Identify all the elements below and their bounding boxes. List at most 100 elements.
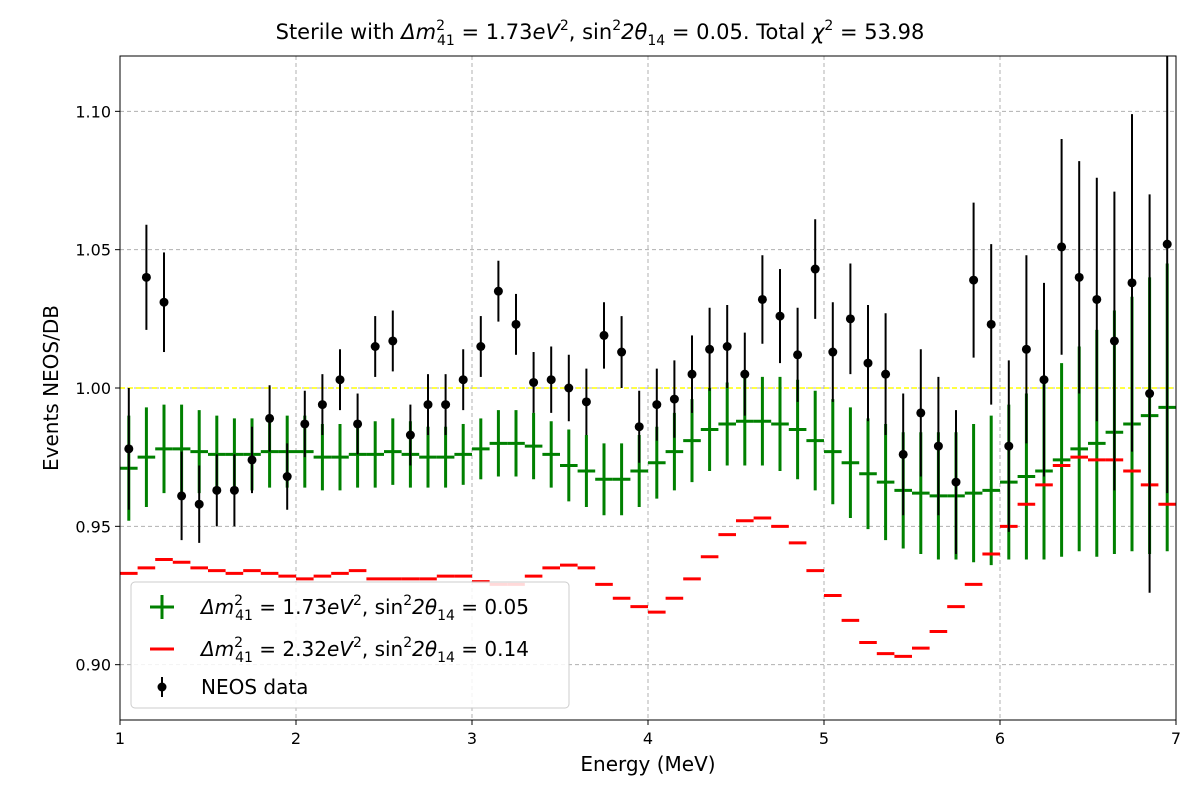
x-tick-label: 7 — [1171, 729, 1181, 748]
title-sin-sup: 2 — [612, 18, 621, 34]
title-dm-sub: 41 — [437, 33, 455, 49]
legend-red-sin-sub: 14 — [437, 650, 455, 666]
data-point — [458, 375, 468, 385]
legend-green-sin-value: = 0.05 — [455, 595, 529, 619]
x-tick-label: 2 — [291, 729, 301, 748]
legend-red-sin-label: , sin — [362, 637, 403, 661]
data-point — [177, 491, 187, 501]
title-sin-sub: 14 — [647, 33, 665, 49]
data-point — [775, 311, 785, 321]
y-axis-label: Events NEOS/DB — [39, 305, 63, 471]
x-tick-label: 3 — [467, 729, 477, 748]
title-chi-sup: 2 — [824, 18, 833, 34]
title-sin-label: , sin — [569, 20, 612, 44]
data-point — [828, 347, 838, 357]
data-point — [634, 422, 644, 432]
legend-red-sin-sup: 2 — [403, 635, 412, 651]
x-axis-label: Energy (MeV) — [580, 752, 715, 776]
data-point — [300, 419, 310, 429]
title-dm-symbol: Δm — [399, 20, 436, 44]
title-chi-symbol: χ — [811, 20, 826, 44]
title-sin-value: = 0.05. Total — [665, 20, 812, 44]
legend-green-sin-sub: 14 — [437, 608, 455, 624]
data-point — [1127, 278, 1137, 288]
legend-red-unit: eV — [327, 637, 354, 661]
data-point — [951, 477, 961, 487]
data-point — [757, 294, 767, 304]
data-point — [388, 336, 398, 346]
data-point — [969, 275, 979, 285]
y-tick-label: 0.95 — [75, 517, 111, 536]
data-point — [229, 485, 239, 495]
legend-green-sin-arg: 2θ — [412, 595, 437, 619]
data-point — [476, 342, 486, 351]
data-point — [1074, 272, 1084, 282]
data-point — [669, 394, 679, 404]
legend-red-dm-sup: 2 — [234, 635, 243, 651]
data-point — [705, 344, 715, 354]
data-point — [141, 272, 151, 282]
data-point — [564, 383, 574, 393]
title-dm-sup: 2 — [436, 18, 445, 34]
legend-marker-data — [157, 682, 167, 692]
data-point — [370, 342, 380, 351]
data-point — [881, 369, 891, 379]
data-point — [124, 444, 134, 454]
data-point — [212, 485, 222, 495]
data-point — [793, 350, 803, 360]
title-sin-arg: 2θ — [621, 20, 647, 44]
legend: Δm2 41 = 1.73eV2, sin22θ14 = 0.05 Δm2 41 =… — [130, 581, 570, 709]
data-point — [617, 347, 627, 357]
legend-green-unit: eV — [327, 595, 354, 619]
data-point — [1109, 336, 1119, 346]
title-dm-unit-sup: 2 — [560, 18, 569, 34]
legend-green-dm-sub: 41 — [235, 608, 253, 624]
x-tick-label: 6 — [995, 729, 1005, 748]
title-prefix: Sterile with — [276, 20, 402, 44]
data-point — [159, 297, 169, 307]
title-dm-unit: eV — [533, 20, 562, 44]
y-tick-label: 1.10 — [75, 102, 111, 121]
legend-box — [130, 581, 570, 709]
data-point — [986, 319, 996, 329]
legend-red-dm-symbol: Δm — [199, 637, 234, 661]
data-point — [353, 419, 363, 429]
legend-red-unit-sup: 2 — [353, 635, 362, 651]
data-point — [493, 286, 503, 296]
series-red-model — [120, 455, 1176, 658]
data-point — [546, 375, 556, 385]
data-point — [511, 319, 521, 329]
data-point — [722, 342, 732, 351]
data-point — [599, 330, 609, 340]
data-point — [1021, 344, 1031, 354]
data-point — [247, 455, 257, 465]
title-chi-value: = 53.98 — [833, 20, 924, 44]
data-point — [933, 441, 943, 451]
data-point — [335, 375, 345, 385]
data-point — [1145, 389, 1155, 399]
legend-red-dm-value: = 2.32 — [253, 637, 327, 661]
y-axis-ticks: 0.90 0.95 1.00 1.05 1.10 — [75, 102, 120, 675]
data-point — [1004, 441, 1014, 451]
data-point — [1162, 239, 1172, 249]
title-dm-value: = 1.73 — [455, 20, 533, 44]
data-point — [441, 400, 451, 410]
data-point — [1092, 294, 1102, 304]
legend-green-dm-sup: 2 — [234, 593, 243, 609]
data-point — [740, 369, 750, 379]
series-neos-data — [124, 56, 1172, 593]
y-tick-label: 1.05 — [75, 241, 111, 260]
legend-green-dm-value: = 1.73 — [253, 595, 327, 619]
legend-red-sin-arg: 2θ — [412, 637, 437, 661]
x-tick-label: 1 — [115, 729, 125, 748]
legend-green-dm-symbol: Δm — [199, 595, 234, 619]
legend-red-sin-value: = 0.14 — [455, 637, 529, 661]
legend-label-green: Δm2 41 = 1.73eV2, sin22θ14 = 0.05 — [199, 593, 529, 624]
x-tick-label: 5 — [819, 729, 829, 748]
data-point — [1057, 242, 1067, 252]
legend-green-sin-sup: 2 — [403, 593, 412, 609]
data-point — [317, 400, 327, 410]
data-point — [687, 369, 697, 379]
